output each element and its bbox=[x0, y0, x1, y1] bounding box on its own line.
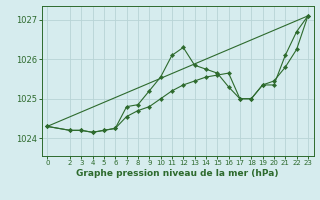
X-axis label: Graphe pression niveau de la mer (hPa): Graphe pression niveau de la mer (hPa) bbox=[76, 169, 279, 178]
